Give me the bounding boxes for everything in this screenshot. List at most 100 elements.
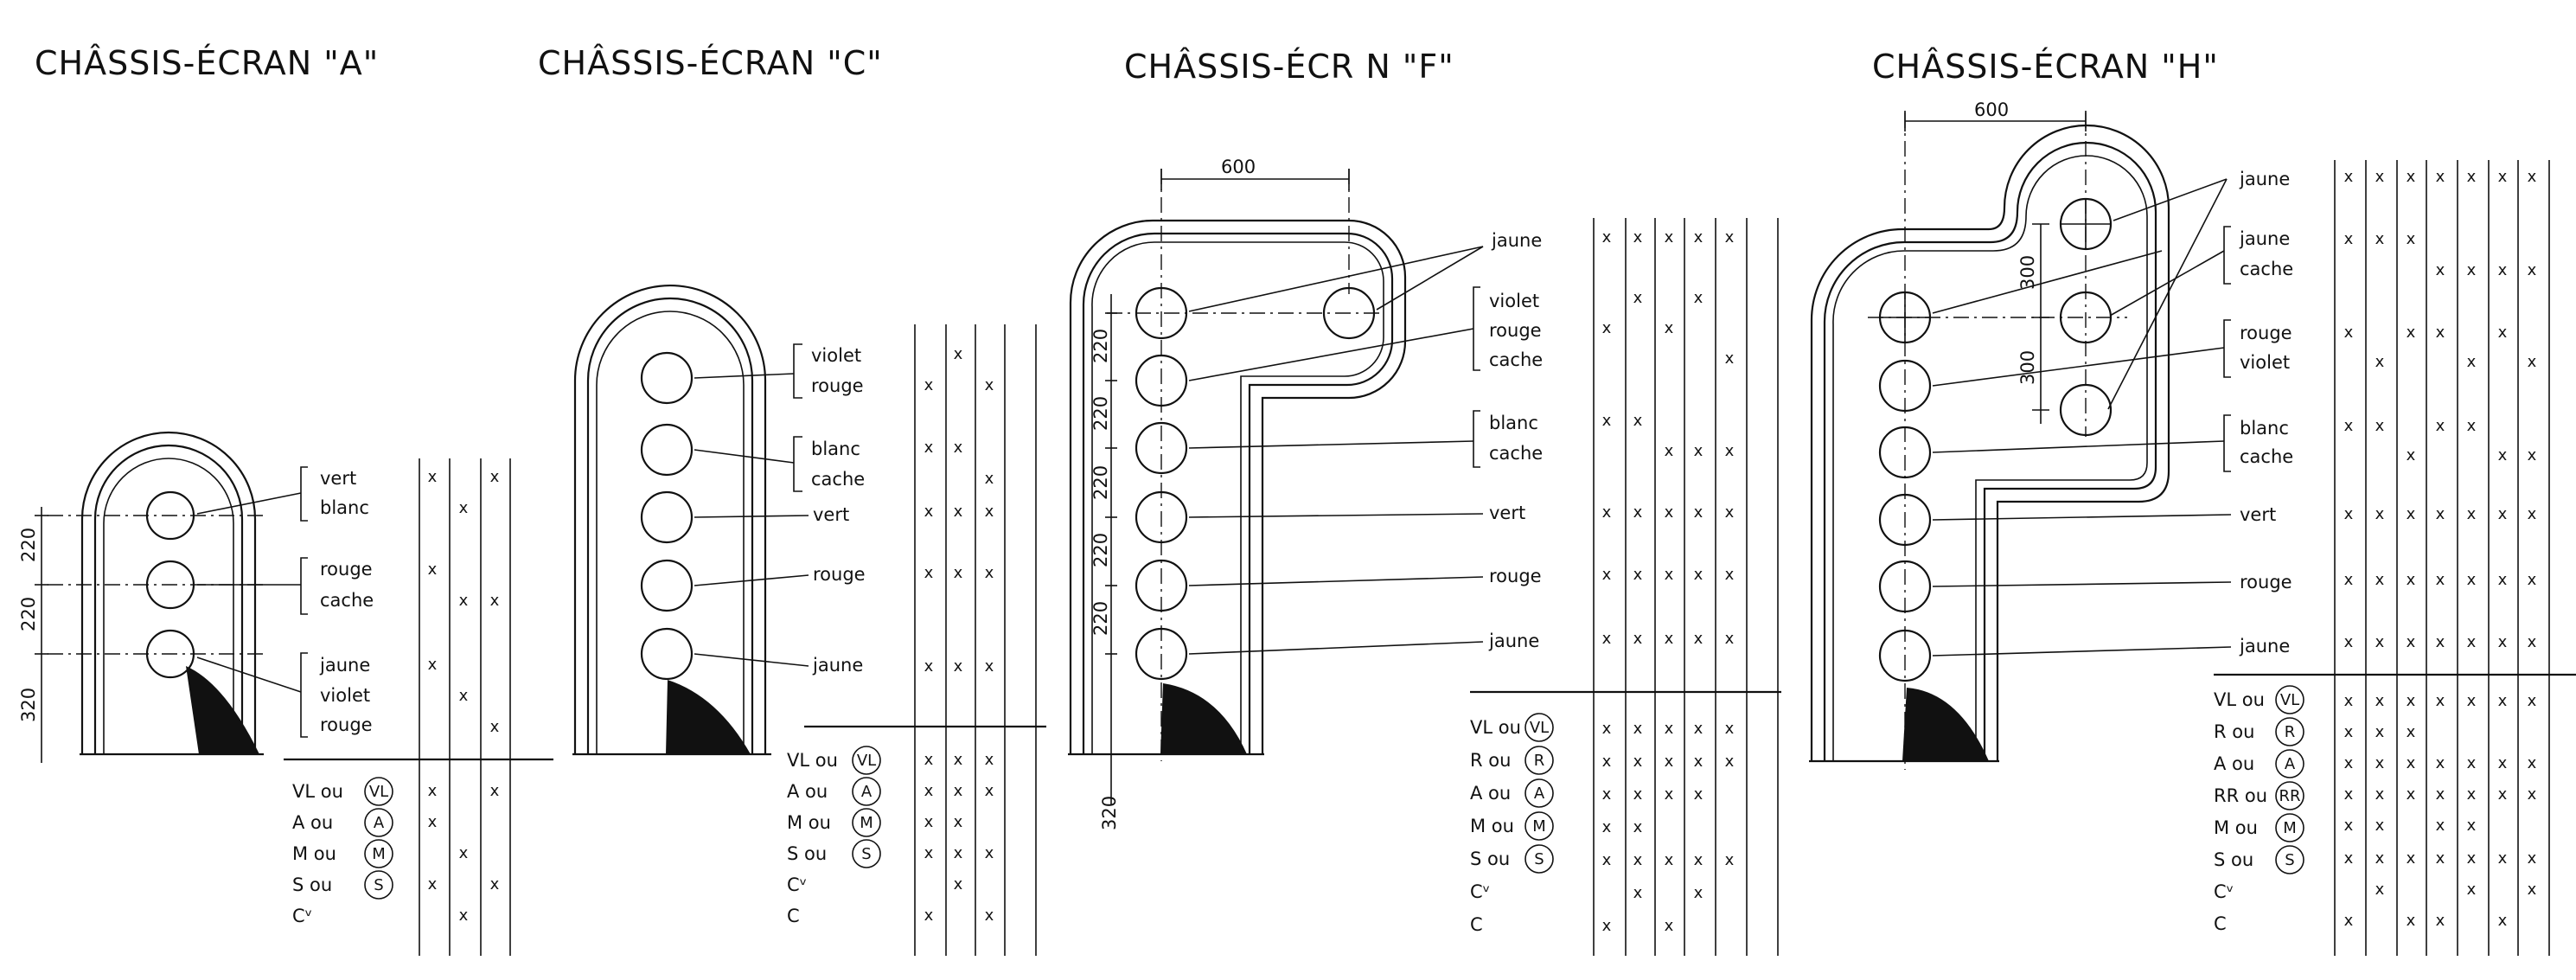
legend-row-label: Cᵛ (787, 874, 807, 895)
legend-row-label: S ou (1470, 849, 1510, 869)
table-mark: x (2344, 692, 2354, 710)
panel-h-bottom-rows: VL ou VL R ou R A ou A RR ou RR M ou M S ou S Cᵛ C (2214, 685, 2304, 934)
table-mark: x (2407, 723, 2416, 741)
table-mark: x (2467, 817, 2477, 835)
table-mark: x (1633, 818, 1643, 836)
table-mark: x (2375, 417, 2385, 435)
table-mark: x (1725, 503, 1735, 522)
label-h-violet: violet (2240, 352, 2290, 373)
table-mark: x (985, 844, 994, 862)
table-mark: x (954, 564, 963, 582)
circled-symbol (364, 839, 393, 868)
title-chassis-c: CHÂSSIS-ÉCRAN "C" (538, 44, 883, 82)
circled-symbol (1525, 746, 1554, 775)
table-mark: x (1725, 228, 1735, 247)
label-c-violet: violet (811, 345, 861, 366)
dim-f-5: 220 (1090, 601, 1111, 636)
panel-f-table (1470, 218, 1781, 956)
table-mark: x (2498, 754, 2508, 772)
legend-row-label: VL ou (2214, 689, 2265, 710)
panel-c-labels: violet rouge blanc cache vert rouge jaun… (694, 343, 866, 676)
table-mark: x (924, 564, 934, 582)
circled-symbol-text: VL (857, 752, 876, 770)
table-mark: x (2375, 723, 2385, 741)
table-mark: x (1633, 503, 1643, 522)
table-mark: x (2375, 785, 2385, 804)
table-mark: x (1665, 503, 1674, 522)
table-mark: x (2436, 633, 2445, 651)
table-mark: x (2498, 692, 2508, 710)
table-mark: x (2407, 505, 2416, 523)
table-mark: x (2528, 505, 2537, 523)
table-mark: x (2344, 571, 2354, 589)
legend-row-label: VL ou (1470, 717, 1521, 738)
table-mark: x (985, 906, 994, 925)
table-mark: x (924, 657, 934, 676)
legend-row-label: S ou (787, 843, 827, 864)
table-mark: x (2344, 505, 2354, 523)
table-mark: x (924, 906, 934, 925)
label-a-jaune: jaune (319, 655, 370, 676)
table-mark: x (2436, 754, 2445, 772)
circled-symbol-text: M (2283, 819, 2297, 837)
table-mark: x (2407, 446, 2416, 464)
legend-row-label: A ou (292, 812, 333, 833)
table-mark: x (2407, 692, 2416, 710)
title-chassis-f: CHÂSSIS-ÉCR N "F" (1124, 48, 1454, 86)
table-mark: x (2375, 505, 2385, 523)
table-mark: x (2498, 168, 2508, 186)
panel-h-dimensions: 600 300 300 (1904, 99, 2087, 424)
table-mark: x (1665, 319, 1674, 337)
table-mark: x (2407, 849, 2416, 868)
dim-h-top: 600 (1974, 99, 2009, 120)
panel-h-frame (1809, 124, 2170, 763)
table-mark: x (2344, 817, 2354, 835)
circled-symbol (2275, 749, 2304, 778)
label-h-blanc: blanc (2240, 418, 2289, 439)
table-mark: x (2375, 881, 2385, 899)
table-mark: x (2344, 849, 2354, 868)
panel-f-marks: x x x x xx xx xxx xx x xx x x x xx x x x xx x x x xx x x x xx x x x x… (1602, 228, 1735, 935)
circled-symbol-text: VL (369, 783, 388, 801)
legend-row-label: R ou (2214, 721, 2254, 742)
table-mark: x (2498, 505, 2508, 523)
table-mark: x (2467, 881, 2477, 899)
table-mark: x (2498, 785, 2508, 804)
table-mark: x (2407, 633, 2416, 651)
legend-row-label: Cᵛ (292, 906, 312, 926)
table-mark: x (490, 592, 500, 610)
label-f-cache: cache (1489, 349, 1543, 370)
table-mark: x (1694, 442, 1703, 460)
panel-h-labels: jaune jaune cache rouge violet blanc cac… (1932, 169, 2293, 657)
label-h-vert: vert (2240, 504, 2276, 525)
table-mark: x (1665, 566, 1674, 584)
lamp-c-1 (640, 351, 694, 405)
table-mark: x (1694, 566, 1703, 584)
table-mark: x (1602, 720, 1612, 738)
legend-row-label: R ou (1470, 750, 1511, 771)
panel-f-dimensions: 600 220 220 220 220 220 320 (1090, 157, 1350, 830)
dim-h-2: 300 (2017, 350, 2038, 385)
dim-a-2: 220 (18, 597, 39, 631)
circled-symbol (364, 808, 393, 837)
table-mark: x (2528, 261, 2537, 279)
table-mark: x (1665, 228, 1674, 247)
circled-symbol-text: VL (2280, 691, 2299, 709)
panel-h-lamps (1868, 112, 2127, 770)
table-mark: x (2375, 230, 2385, 248)
table-mark: x (954, 439, 963, 457)
legend-row-label: VL ou (292, 781, 343, 802)
table-mark: x (1633, 753, 1643, 771)
table-mark: x (1665, 851, 1674, 869)
table-mark: x (2436, 849, 2445, 868)
title-chassis-a: CHÂSSIS-ÉCRAN "A" (35, 44, 379, 82)
table-mark: x (2407, 323, 2416, 342)
circled-symbol (364, 870, 393, 900)
table-mark: x (1602, 503, 1612, 522)
label-h-cache-2: cache (2240, 446, 2293, 467)
legend-row-label: M ou (787, 812, 831, 833)
label-f-rouge-2: rouge (1489, 566, 1542, 586)
table-mark: x (985, 376, 994, 394)
table-mark: x (1602, 818, 1612, 836)
